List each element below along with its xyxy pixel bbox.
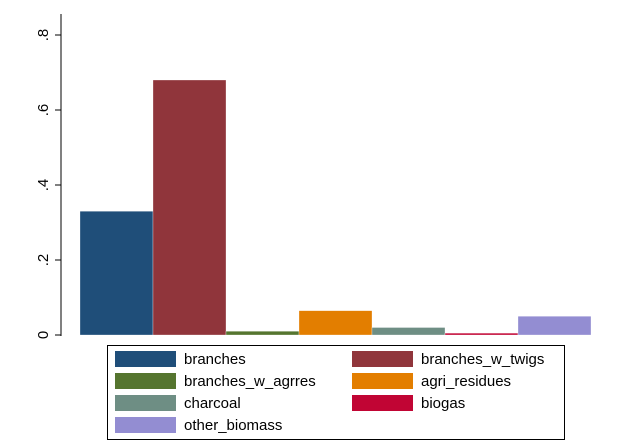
y-tick-label: 0: [35, 331, 52, 339]
bars-group: [79, 79, 592, 336]
y-tick-label: .6: [35, 104, 52, 117]
y-tick-label: .2: [35, 254, 52, 267]
legend-box: [107, 345, 565, 440]
legend-label-branches: branches: [184, 351, 246, 368]
bar-other-biomass: [517, 316, 592, 336]
legend-swatch-branches: [115, 351, 176, 367]
legend-swatch-biogas: [352, 395, 413, 411]
legend-swatch-branches-w-twigs: [352, 351, 413, 367]
y-tick-label: .4: [35, 179, 52, 192]
legend-label-charcoal: charcoal: [184, 395, 241, 412]
legend-label-branches-w-twigs: branches_w_twigs: [421, 351, 544, 368]
bar-branches: [79, 211, 154, 336]
legend-label-biogas: biogas: [421, 395, 465, 412]
bar-branches-w-agrres: [225, 331, 300, 336]
bar-charcoal: [371, 327, 446, 336]
legend: branches branches_w_twigs branches_w_agrre…: [107, 345, 565, 440]
y-axis: 0 .2 .4 .6 .8: [35, 14, 62, 339]
bar-agri-residues: [298, 310, 373, 336]
legend-swatch-charcoal: [115, 395, 176, 411]
y-tick-label: .8: [35, 29, 52, 42]
legend-label-other-biomass: other_biomass: [184, 417, 282, 434]
legend-swatch-other-biomass: [115, 417, 176, 433]
bar-branches-w-twigs: [152, 79, 227, 336]
bar-biogas: [444, 332, 519, 336]
legend-label-agri-residues: agri_residues: [421, 373, 511, 390]
legend-swatch-branches-w-agrres: [115, 373, 176, 389]
legend-label-branches-w-agrres: branches_w_agrres: [184, 373, 316, 390]
legend-swatch-agri-residues: [352, 373, 413, 389]
